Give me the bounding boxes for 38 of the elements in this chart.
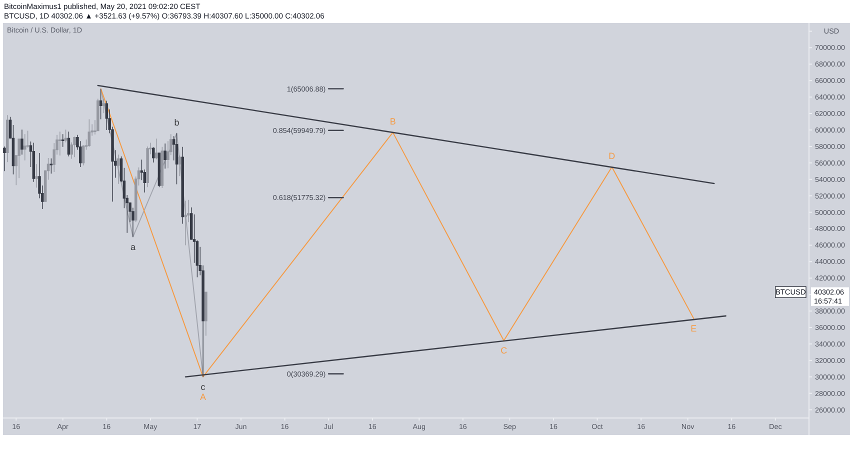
data-label: c bbox=[200, 382, 206, 392]
candlestick bbox=[175, 132, 178, 185]
candlestick bbox=[152, 146, 155, 163]
data-label: A bbox=[200, 392, 206, 402]
data-label: B bbox=[390, 116, 396, 126]
candlestick bbox=[61, 134, 64, 148]
candlestick bbox=[102, 98, 106, 114]
candlestick bbox=[20, 129, 24, 156]
data-label: E bbox=[690, 323, 697, 334]
candlestick bbox=[73, 136, 76, 158]
candlestick bbox=[178, 155, 182, 176]
candlestick bbox=[105, 100, 108, 130]
candlestick bbox=[6, 114, 9, 162]
candlestick bbox=[146, 146, 149, 188]
data-label: b bbox=[174, 117, 180, 128]
candlestick bbox=[181, 146, 184, 224]
candlestick bbox=[58, 131, 62, 156]
candlestick bbox=[204, 292, 208, 336]
line-series bbox=[100, 88, 694, 378]
data-label: C bbox=[500, 346, 508, 356]
data-label: D bbox=[608, 151, 616, 162]
candlestick bbox=[99, 88, 102, 120]
candlestick bbox=[24, 134, 26, 161]
candlestick bbox=[154, 138, 158, 160]
candlestick bbox=[64, 129, 68, 143]
data-label: a bbox=[130, 242, 136, 252]
candlestick bbox=[116, 154, 120, 184]
candlestick bbox=[3, 146, 6, 172]
candlestick bbox=[184, 200, 187, 246]
candlestick bbox=[160, 146, 164, 188]
candlestick bbox=[50, 158, 53, 174]
candlestick bbox=[158, 152, 161, 188]
candlestick bbox=[32, 142, 36, 182]
candlestick bbox=[96, 98, 100, 132]
candlestick bbox=[35, 164, 38, 188]
candlestick bbox=[67, 131, 70, 157]
candlestick bbox=[164, 143, 166, 170]
candlestick bbox=[88, 118, 91, 148]
